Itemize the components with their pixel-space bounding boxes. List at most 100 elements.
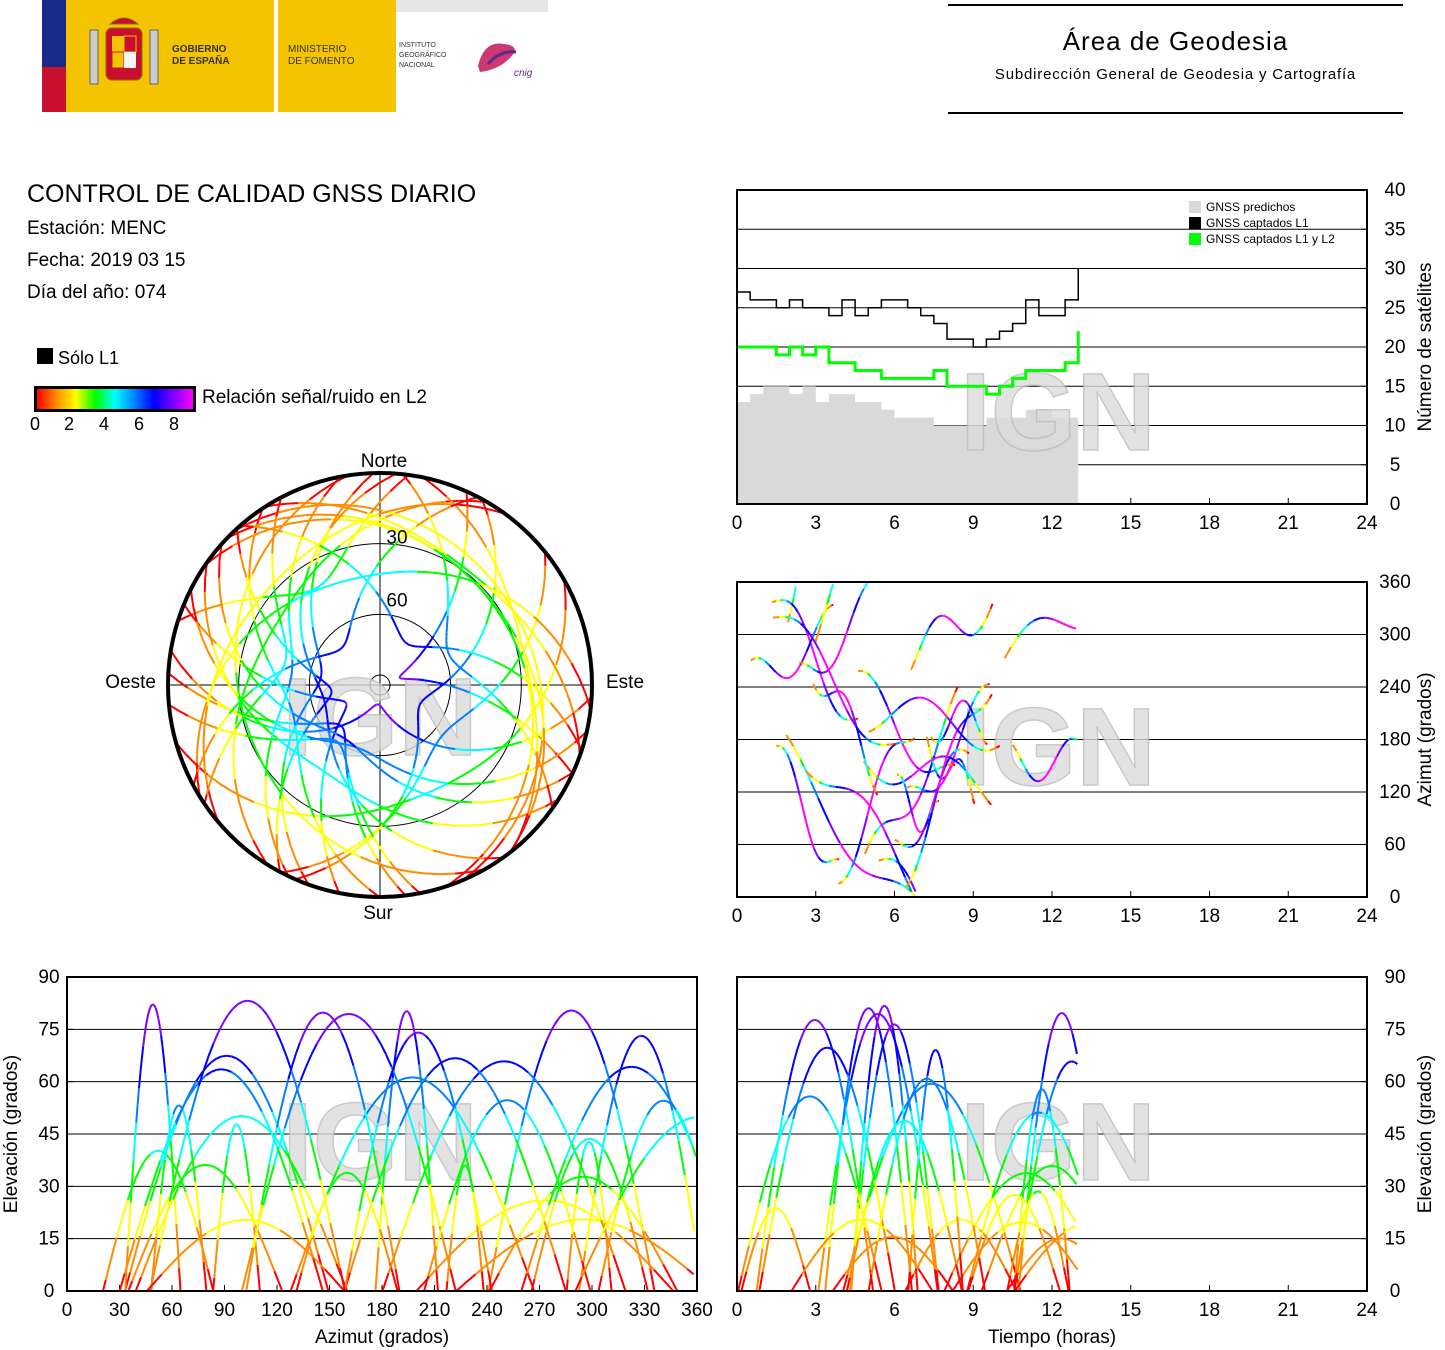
track-point	[378, 1228, 384, 1238]
track-point	[895, 1113, 902, 1124]
track-point	[811, 1252, 817, 1260]
track-point	[426, 755, 431, 762]
track-point	[1047, 1033, 1052, 1044]
track-point	[912, 885, 917, 892]
track-point	[413, 777, 420, 785]
elevation-azimuth-xtick-label: 210	[419, 1300, 451, 1321]
track-point	[512, 1238, 519, 1248]
track-point	[280, 609, 286, 617]
track-point	[381, 549, 391, 559]
track-point	[208, 775, 214, 786]
track-point	[324, 704, 328, 710]
satellite-track	[245, 1011, 401, 1292]
track-point	[903, 844, 907, 848]
track-point	[1065, 1238, 1070, 1241]
track-point	[931, 1262, 936, 1268]
track-point	[1040, 1088, 1043, 1091]
track-point	[882, 780, 887, 784]
satellite-track	[422, 476, 539, 852]
track-point	[477, 1233, 480, 1243]
track-point	[1013, 1245, 1018, 1254]
track-point	[485, 1108, 492, 1116]
track-point	[947, 769, 951, 773]
track-point	[382, 525, 395, 532]
track-point	[511, 599, 524, 609]
track-point	[932, 768, 937, 772]
track-point	[1071, 1240, 1075, 1244]
track-point	[855, 1189, 862, 1203]
track-point	[325, 709, 328, 715]
satellite-track	[838, 737, 916, 885]
track-point	[1010, 1259, 1015, 1268]
sat-count-ytick-label: 40	[1384, 180, 1405, 201]
track-point	[889, 879, 894, 883]
track-point	[846, 698, 850, 703]
track-point	[451, 1225, 454, 1235]
track-point	[762, 1216, 767, 1221]
track-point	[1022, 764, 1027, 770]
track-point	[124, 1268, 128, 1292]
track-point	[584, 1231, 590, 1252]
track-point	[943, 1224, 948, 1229]
track-point	[926, 1068, 930, 1077]
track-point	[785, 1132, 791, 1149]
track-point	[171, 1187, 179, 1201]
track-point	[946, 1222, 951, 1226]
track-point	[938, 732, 943, 741]
track-point	[316, 765, 324, 772]
track-point	[491, 589, 499, 597]
track-point	[983, 796, 989, 802]
track-point	[839, 696, 845, 705]
track-point	[445, 1281, 449, 1292]
track-point	[485, 546, 492, 555]
track-point	[1059, 621, 1064, 625]
track-point	[142, 1242, 149, 1253]
track-point	[573, 1176, 579, 1180]
track-point	[959, 758, 962, 762]
l1-only-swatch	[37, 348, 53, 364]
track-point	[161, 1170, 165, 1182]
track-point	[358, 1191, 365, 1212]
track-point	[431, 746, 436, 752]
track-point	[405, 790, 412, 799]
track-point	[261, 512, 277, 519]
track-point	[255, 1251, 259, 1265]
track-point	[961, 723, 966, 730]
track-point	[405, 785, 416, 792]
track-point	[432, 849, 450, 856]
track-point	[826, 1110, 833, 1119]
track-point	[536, 605, 542, 618]
track-point	[353, 1175, 358, 1180]
track-point	[977, 628, 982, 632]
track-point	[494, 583, 503, 594]
track-point	[899, 842, 903, 846]
track-point	[963, 1179, 969, 1195]
track-point	[1050, 1086, 1056, 1096]
track-point	[327, 684, 331, 689]
track-point	[344, 546, 349, 553]
track-point	[616, 1223, 624, 1229]
track-point	[1030, 1253, 1035, 1258]
track-point	[436, 572, 447, 576]
track-point	[416, 538, 427, 545]
track-point	[283, 1078, 290, 1095]
track-point	[997, 1228, 1002, 1234]
track-point	[783, 1214, 787, 1218]
track-point	[870, 780, 874, 786]
track-point	[926, 821, 931, 830]
track-point	[825, 1235, 831, 1241]
track-point	[834, 656, 839, 661]
track-point	[854, 1238, 860, 1252]
track-point	[254, 619, 265, 628]
track-point	[889, 1232, 895, 1238]
track-point	[254, 525, 270, 530]
track-point	[923, 1248, 929, 1255]
track-point	[540, 1197, 547, 1205]
track-point	[487, 1270, 493, 1292]
track-point	[851, 1149, 857, 1169]
track-point	[301, 1200, 309, 1219]
track-point	[828, 821, 834, 830]
track-point	[378, 510, 389, 516]
track-point	[949, 753, 954, 757]
satellite-track	[202, 503, 506, 823]
